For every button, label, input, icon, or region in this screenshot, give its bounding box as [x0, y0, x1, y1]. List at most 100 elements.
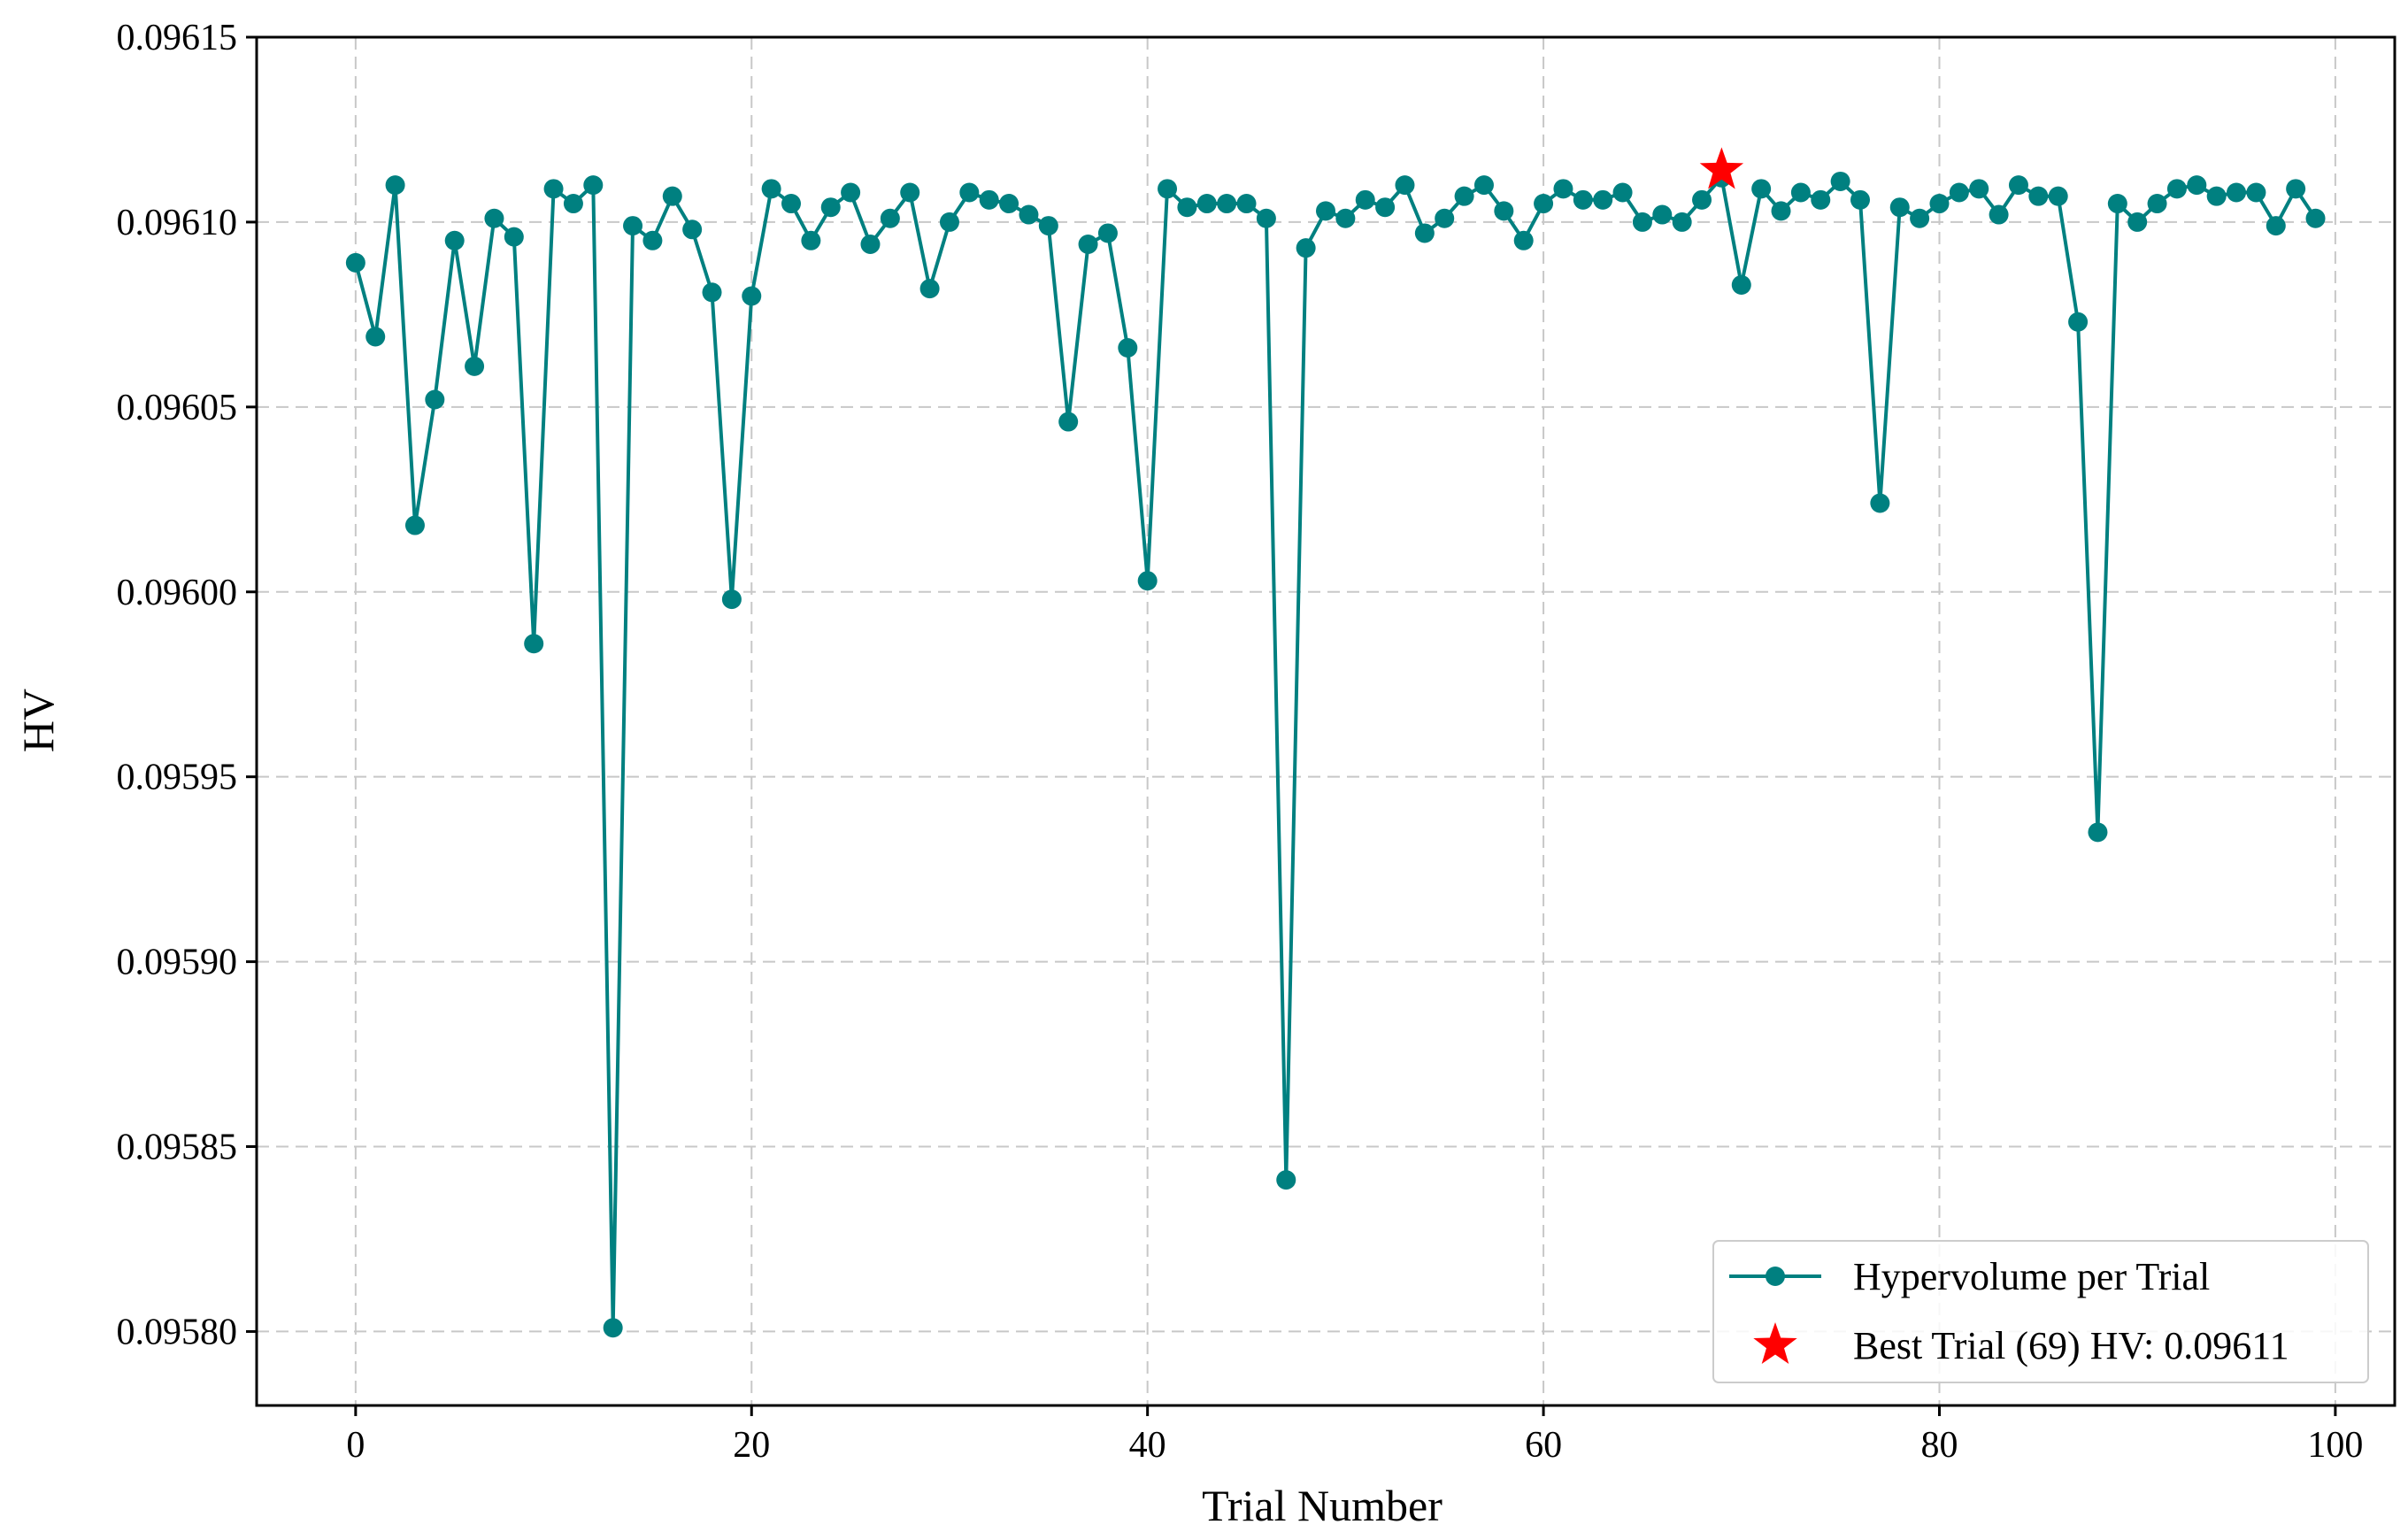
x-axis-label: Trial Number: [1202, 1481, 1442, 1530]
data-point: [425, 389, 445, 410]
data-point: [1850, 189, 1870, 210]
data-point: [1435, 208, 1455, 228]
data-point: [1196, 194, 1217, 214]
legend: Hypervolume per Trial Best Trial (69) HV:…: [1712, 1240, 2369, 1383]
data-point: [642, 230, 663, 250]
data-point: [1910, 208, 1930, 228]
data-point: [1454, 186, 1474, 206]
data-point: [2127, 212, 2148, 232]
data-point: [365, 327, 386, 347]
data-point: [1316, 201, 1335, 221]
data-point: [2266, 216, 2286, 236]
data-point: [880, 208, 900, 228]
y-tick-label: 0.09610: [117, 203, 238, 243]
data-point: [742, 286, 762, 306]
data-point: [504, 227, 524, 247]
data-point: [404, 515, 425, 535]
data-point: [2088, 822, 2108, 843]
best-trial-star: [1699, 147, 1744, 189]
data-point: [1395, 175, 1415, 196]
y-tick-label: 0.09580: [117, 1312, 238, 1352]
data-point: [1256, 208, 1276, 228]
x-tick-label: 80: [1920, 1425, 1958, 1466]
data-point: [465, 356, 485, 376]
data-point: [1276, 1170, 1296, 1190]
data-point: [2008, 175, 2028, 196]
legend-box: [1712, 1240, 2369, 1383]
data-point: [1414, 223, 1435, 243]
data-point: [583, 175, 604, 196]
data-point: [1355, 189, 1375, 210]
data-point: [1058, 412, 1079, 432]
data-point: [1969, 179, 1989, 199]
data-point: [1612, 182, 1633, 203]
y-tick-label: 0.09615: [117, 18, 238, 58]
legend-best-marker: [1753, 1322, 1797, 1364]
data-point: [860, 234, 881, 254]
data-point: [1870, 493, 1890, 513]
data-point: [2206, 186, 2227, 206]
data-point: [820, 197, 841, 218]
data-point: [2246, 182, 2266, 203]
legend-best-label: Best Trial (69) HV: 0.09611: [1853, 1324, 2289, 1367]
x-tick-label: 60: [1525, 1425, 1562, 1466]
data-point: [1078, 234, 1098, 254]
data-point: [1949, 182, 1969, 203]
data-point: [999, 194, 1019, 214]
data-point: [1553, 179, 1573, 199]
data-point: [900, 182, 920, 203]
data-point: [761, 179, 781, 199]
data-point: [2305, 208, 2326, 228]
data-point: [1097, 223, 1118, 243]
data-point: [2068, 312, 2089, 332]
x-tick-label: 20: [733, 1425, 770, 1466]
data-point: [1731, 274, 1751, 295]
x-tick-label: 0: [346, 1425, 365, 1466]
data-point: [1375, 197, 1396, 218]
data-point: [563, 194, 583, 214]
data-point: [781, 194, 801, 214]
data-point: [524, 634, 544, 654]
grid-lines: [257, 36, 2395, 1405]
data-point: [2028, 186, 2049, 206]
data-point: [1158, 179, 1178, 199]
data-point: [1296, 238, 1316, 258]
data-point: [801, 230, 821, 250]
data-point: [1790, 182, 1811, 203]
x-tick-label: 40: [1129, 1425, 1166, 1466]
data-point: [1929, 194, 1950, 214]
data-point: [721, 589, 742, 610]
y-axis-label: HV: [13, 689, 63, 752]
plot-frame: [255, 35, 2396, 1407]
data-point: [1534, 194, 1554, 214]
data-point: [919, 279, 940, 299]
data-point: [385, 175, 405, 196]
axes: 0 20 40 60 80 100 0.09580 0.09585 0.09590 0.09595…: [117, 18, 2396, 1466]
data-point: [484, 208, 504, 228]
data-point: [1513, 230, 1534, 250]
data-point: [1335, 208, 1356, 228]
data-point: [2107, 194, 2127, 214]
data-point: [1889, 197, 1910, 218]
data-point: [702, 282, 722, 303]
data-point: [444, 230, 465, 250]
y-tick-label: 0.09600: [117, 573, 238, 613]
data-point: [2227, 182, 2247, 203]
data-point: [2166, 179, 2187, 199]
y-tick-label: 0.09585: [117, 1128, 238, 1168]
data-point: [841, 182, 861, 203]
data-point: [1830, 171, 1850, 191]
data-point: [1473, 175, 1494, 196]
data-point: [1573, 189, 1593, 210]
data-point: [623, 216, 643, 236]
data-point: [1593, 189, 1613, 210]
data-point: [1118, 337, 1138, 358]
data-point: [1652, 204, 1673, 225]
data-point: [979, 189, 999, 210]
legend-series-label: Hypervolume per Trial: [1853, 1255, 2210, 1298]
y-tick-label: 0.09605: [117, 388, 238, 428]
legend-series-marker: [1766, 1267, 1785, 1286]
data-point: [2286, 179, 2306, 199]
